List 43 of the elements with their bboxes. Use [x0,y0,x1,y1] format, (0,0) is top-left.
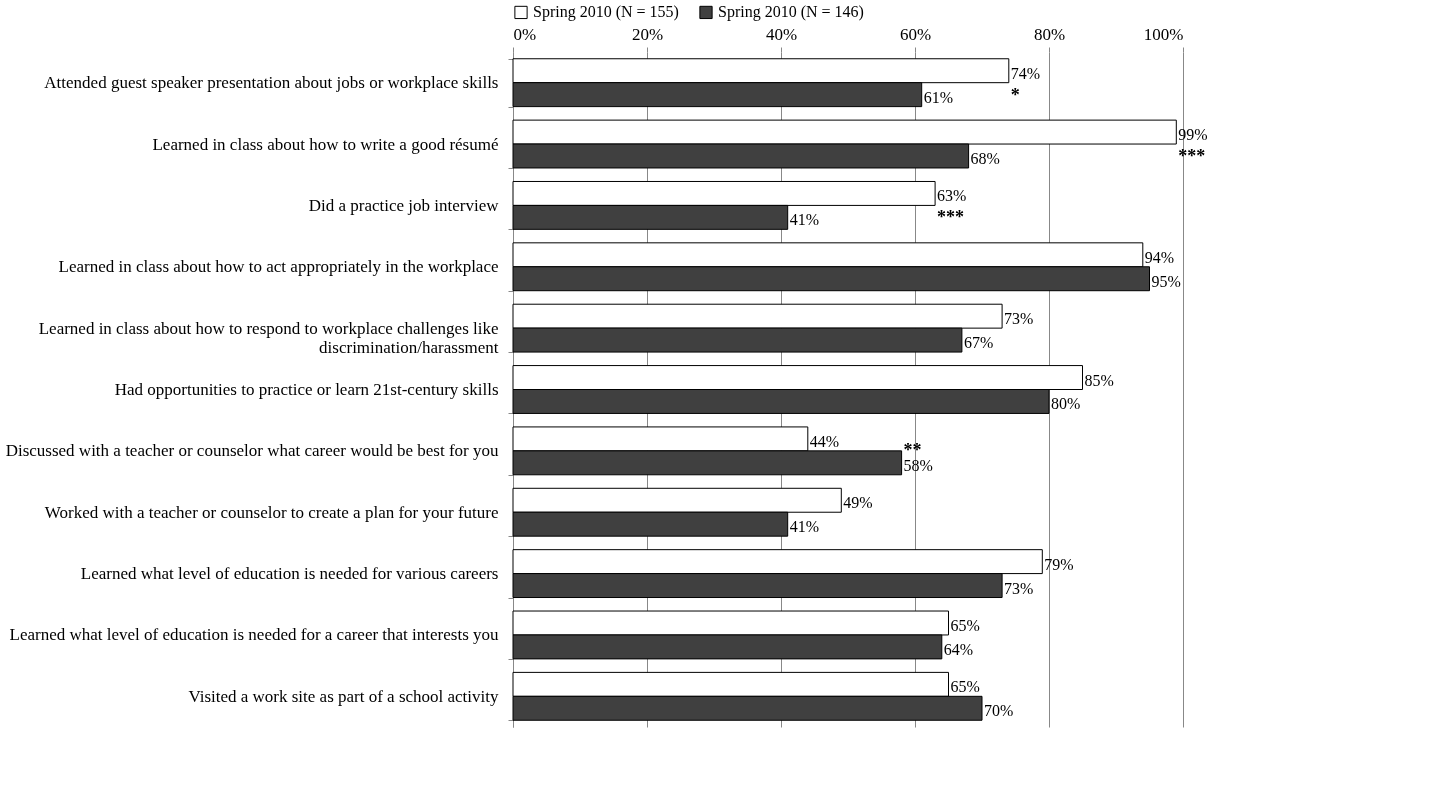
y-tick-label: Visited a work site as part of a school activity [188,686,499,706]
data-label: 70% [984,702,1014,720]
y-tick-label: Learned what level of education is needed for various careers [80,564,499,584]
y-tick-label: Had opportunities to practice or learn 21st-century skills [114,380,499,399]
x-tick-label: 80% [1033,24,1066,44]
y-tick-label: Learned in class about how to write a good résumé [152,134,499,154]
data-label: 63% [937,187,967,205]
legend-label: Spring 2010 (N = 155) [533,3,679,22]
y-tick-label: Attended guest speaker presentation about jobs or workplace skills [44,73,499,93]
y-tick-label: Discussed with a teacher or counselor what career would be best for you [5,441,499,461]
legend-label: Spring 2010 (N = 146) [718,3,864,22]
data-label: 41% [789,518,820,536]
data-label: 79% [1044,555,1074,573]
data-label: 49% [843,494,873,512]
x-tick-label: 20% [631,24,664,44]
data-label: 67% [963,334,994,352]
y-tick-label: Learned in class about how to respond to workplace challenges like discrimination/harassment [38,318,499,357]
data-label: 61% [923,88,954,106]
data-label: 74% [1010,64,1041,82]
data-label: 95% [1151,272,1181,290]
y-tick-label: Did a practice job interview [308,195,500,215]
x-tick-label: 100% [1143,24,1184,44]
data-label: 68% [970,150,1000,168]
annotation: *** [1178,146,1206,167]
x-tick-label: 60% [899,24,932,44]
data-label: 80% [1051,395,1081,413]
data-label: 73% [1004,579,1034,597]
data-label: 85% [1084,371,1114,389]
x-tick-label: 40% [765,24,798,44]
annotation: * [1010,84,1020,105]
data-label: 44% [809,432,840,450]
data-label: 65% [950,678,980,696]
data-label: 73% [1004,310,1034,328]
data-label: 64% [943,640,974,658]
y-tick-label: Learned what level of education is needed for a career that interests you [9,625,499,645]
data-label: 41% [789,211,820,229]
y-tick-label: Worked with a teacher or counselor to create a plan for your future [44,502,499,522]
annotation: *** [937,207,965,228]
data-label: 99% [1178,126,1208,144]
data-label: 65% [950,616,980,634]
y-tick-label: Learned in class about how to act appropriately in the workplace [58,257,499,277]
x-tick-label: 0% [513,24,537,44]
data-label: 94% [1144,248,1175,266]
